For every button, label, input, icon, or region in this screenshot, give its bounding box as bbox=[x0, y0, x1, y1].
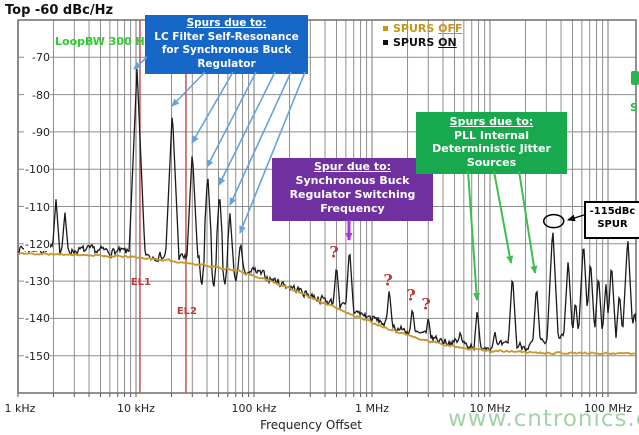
y-tick-label: -110 bbox=[24, 200, 50, 214]
legend-label: SPURS OFF bbox=[393, 21, 463, 35]
legend-swatch-spurs-on bbox=[383, 39, 388, 45]
question-mark: ? bbox=[406, 285, 416, 305]
annotation-line: for Synchronous Buck bbox=[161, 44, 292, 56]
plot-top-scale-label: Top -60 dBc/Hz bbox=[5, 3, 114, 18]
legend-item-spurs-on: SPURS ON bbox=[383, 35, 463, 49]
spur-level-label: -115dBc bbox=[589, 206, 636, 217]
annotation-line: Regulator Switching bbox=[289, 188, 416, 201]
legend-label: SPURS ON bbox=[393, 35, 457, 49]
y-tick-label: -100 bbox=[24, 163, 50, 177]
annotation-line: Regulator bbox=[197, 57, 256, 70]
annotation-line: Sources bbox=[466, 155, 517, 169]
annotation-buck-switching-spur: Spur due to: Synchronous Buck Regulator … bbox=[272, 158, 433, 221]
annotation-line: PLL Internal bbox=[453, 128, 529, 142]
x-axis-title: Frequency Offset bbox=[260, 418, 362, 432]
x-tick-label: 100 MHz bbox=[583, 402, 633, 415]
annotation-line: Deterministic Jitter bbox=[432, 142, 551, 155]
y-tick-label: -70 bbox=[24, 51, 50, 65]
annotation-heading: Spurs due to: bbox=[186, 17, 267, 29]
annotation-heading: Spurs due to: bbox=[449, 115, 534, 128]
annotation-lc-filter-spurs: Spurs due to: LC Filter Self-Resonance f… bbox=[145, 15, 308, 74]
x-tick-label: 10 MHz bbox=[469, 402, 511, 415]
y-tick-label: -120 bbox=[24, 237, 50, 251]
annotation-pll-jitter-spurs: Spurs due to: PLL Internal Deterministic… bbox=[416, 112, 567, 174]
legend: SPURS OFF SPURS ON bbox=[383, 21, 463, 49]
legend-item-spurs-off: SPURS OFF bbox=[383, 21, 463, 35]
clipped-green-button[interactable] bbox=[631, 71, 639, 85]
annotation-heading: Spur due to: bbox=[313, 160, 392, 173]
x-tick-label: 1 MHz bbox=[354, 402, 390, 415]
question-mark: ? bbox=[383, 270, 393, 290]
y-tick-label: -140 bbox=[24, 312, 50, 326]
question-mark: ? bbox=[329, 242, 339, 262]
x-tick-label: 100 kHz bbox=[231, 402, 277, 415]
annotation-line: Synchronous Buck bbox=[295, 174, 410, 187]
annotation-115dbc-spur-callout: -115dBc SPUR bbox=[584, 201, 639, 239]
x-tick-label: 10 kHz bbox=[117, 402, 155, 415]
annotation-line: LC Filter Self-Resonance bbox=[154, 30, 299, 43]
el-marker-label: EL1 bbox=[130, 277, 152, 288]
question-mark: ? bbox=[421, 294, 431, 314]
legend-swatch-spurs-off bbox=[383, 25, 388, 31]
watermark: www.cntronics.com bbox=[448, 406, 639, 432]
y-tick-label: -150 bbox=[24, 349, 50, 363]
clipped-green-text: S bbox=[630, 101, 638, 114]
spur-word-label: SPUR bbox=[597, 219, 628, 230]
y-tick-label: -130 bbox=[24, 275, 50, 289]
y-tick-label: -80 bbox=[24, 88, 50, 102]
loop-bandwidth-label: LoopBW 300 Hz bbox=[55, 35, 152, 48]
y-tick-label: -90 bbox=[24, 125, 50, 139]
el-marker-label: EL2 bbox=[176, 306, 198, 317]
x-tick-label: 1 kHz bbox=[4, 402, 36, 415]
annotation-line: Frequency bbox=[320, 202, 385, 215]
